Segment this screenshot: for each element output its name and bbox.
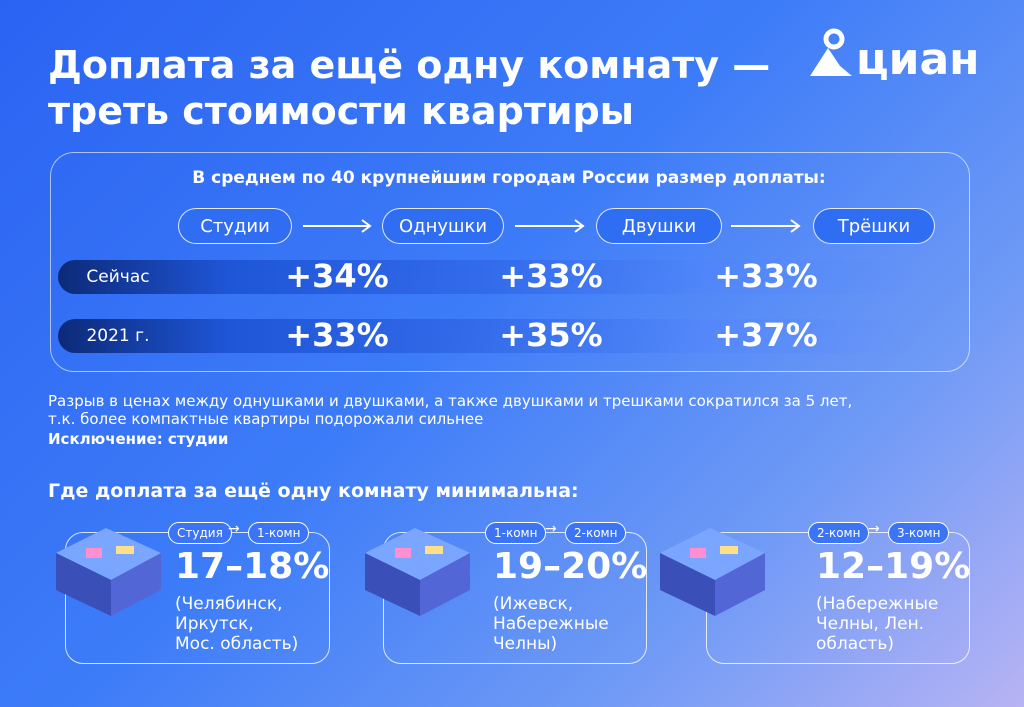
row-value: +33% [285, 316, 389, 354]
step-pill: Двушки [596, 208, 722, 244]
step-pill: Трёшки [813, 208, 935, 244]
pill-arrow: → [228, 521, 240, 537]
row-bar [58, 260, 918, 294]
place-line: Челны) [493, 634, 558, 654]
room-drawing [365, 528, 470, 616]
row-bar [58, 319, 918, 353]
to-pill: 2-комн [565, 522, 627, 544]
panel [50, 152, 970, 372]
step-pill: Однушки [382, 208, 504, 244]
arrows [303, 219, 801, 233]
pill-arrow: → [868, 521, 880, 537]
place-line: Иркутск, [175, 614, 254, 634]
place-line: Набережные [493, 614, 609, 634]
range-value: 12–19% [816, 546, 971, 587]
from-pill: Студия [168, 522, 232, 544]
to-pill: 1-комн [248, 522, 310, 544]
logo: циан [856, 34, 980, 85]
illustration [46, 518, 166, 618]
section-title: Где доплата за ещё одну комнату минималь… [48, 480, 579, 502]
logo-icon [810, 28, 852, 76]
range-value: 17–18% [175, 546, 330, 587]
place-line: Мос. область) [175, 634, 299, 654]
title-line: треть стоимости квартиры [48, 89, 635, 133]
from-pill: 2-комн [808, 522, 870, 544]
panel-caption: В среднем по 40 крупнейшим городам Росси… [192, 168, 826, 188]
illustration [355, 518, 475, 618]
row-value: +33% [714, 257, 818, 295]
note-line: Разрыв в ценах между однушками и двушкам… [48, 392, 853, 410]
pill-arrow: → [545, 521, 557, 537]
row-value: +37% [714, 316, 818, 354]
place-line: Челны, Лен. [816, 614, 925, 634]
row-label: Сейчас [86, 267, 150, 287]
room-drawing [660, 528, 765, 616]
note-exception: Исключение: студии [48, 430, 229, 448]
row-label: 2021 г. [86, 326, 150, 346]
place-line: (Набережные [816, 594, 939, 614]
note-line: т.к. более компактные квартиры подорожал… [48, 410, 484, 428]
row-value: +35% [499, 316, 603, 354]
room-drawing [56, 528, 161, 616]
place-line: область) [816, 634, 895, 654]
place-line: (Ижевск, [493, 594, 574, 614]
row-value: +34% [285, 257, 389, 295]
from-pill: 1-комн [485, 522, 547, 544]
step-pill: Студии [178, 208, 292, 244]
illustration [650, 518, 770, 618]
to-pill: 3-комн [888, 522, 950, 544]
title-line: Доплата за ещё одну комнату — [48, 43, 771, 87]
range-value: 19–20% [493, 546, 648, 587]
row-value: +33% [499, 257, 603, 295]
place-line: (Челябинск, [175, 594, 283, 614]
